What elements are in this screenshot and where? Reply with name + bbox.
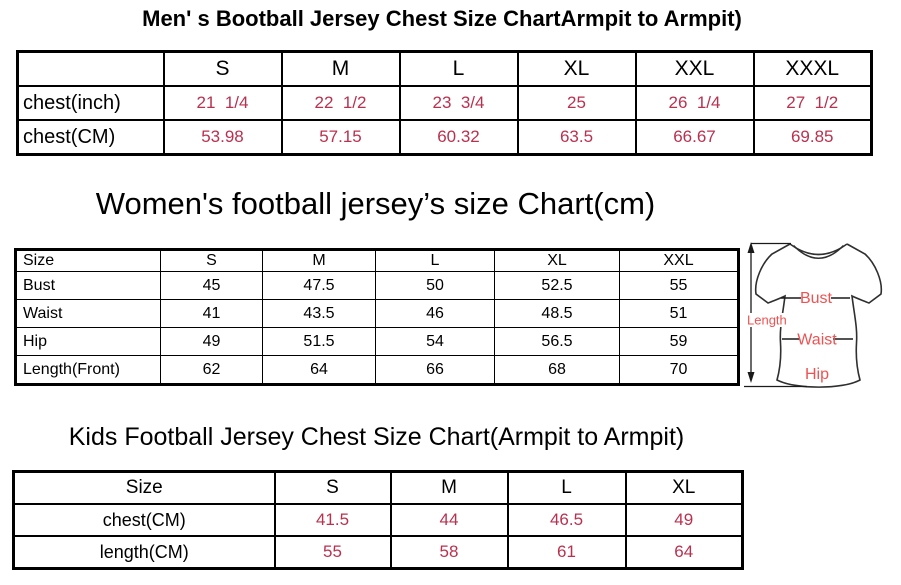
men-chart-title: Men' s Bootball Jersey Chest Size ChartA… xyxy=(142,6,742,31)
header-cell: XL xyxy=(516,50,637,87)
value-cell: 41 xyxy=(160,299,263,328)
row-label-cell: chest(inch) xyxy=(16,85,165,121)
value-cell: 70 xyxy=(619,355,739,385)
waist-label: Waist xyxy=(797,332,837,349)
value-cell: 53.98 xyxy=(162,119,283,156)
header-cell: Size xyxy=(15,249,161,272)
value-cell: 55 xyxy=(273,535,392,570)
value-cell: 66 xyxy=(375,355,495,385)
kids-size-table: Size S M L XL chest(CM) 41.5 44 46.5 49 … xyxy=(12,470,744,570)
value-cell: 54 xyxy=(375,327,495,356)
header-cell: XL xyxy=(624,470,744,505)
value-cell: 69.85 xyxy=(752,119,873,156)
value-cell: 41.5 xyxy=(273,503,392,537)
value-cell: 46.5 xyxy=(506,503,627,537)
value-cell: 21 1/4 xyxy=(162,85,283,121)
value-cell: 59 xyxy=(619,327,739,356)
value-cell: 51.5 xyxy=(262,327,376,356)
value-cell: 56.5 xyxy=(494,327,620,356)
row-label-cell: Hip xyxy=(15,327,161,356)
header-cell: M xyxy=(280,50,401,87)
header-cell: L xyxy=(375,249,495,272)
header-cell: XXL xyxy=(619,249,739,272)
value-cell: 44 xyxy=(389,503,509,537)
tshirt-measurement-diagram: Length Bust Waist Hip xyxy=(744,242,883,388)
value-cell: 43.5 xyxy=(262,299,376,328)
table-row: Bust 45 47.5 50 52.5 55 xyxy=(15,271,739,300)
table-header-row: S M L XL XXL XXXL xyxy=(16,50,873,87)
arrowheads xyxy=(747,242,755,383)
value-cell: 45 xyxy=(160,271,263,300)
value-cell: 23 3/4 xyxy=(398,85,519,121)
header-cell: S xyxy=(160,249,263,272)
table-row: chest(inch) 21 1/4 22 1/2 23 3/4 25 26 1… xyxy=(16,85,873,121)
value-cell: 55 xyxy=(619,271,739,300)
header-cell: M xyxy=(262,249,376,272)
value-cell: 22 1/2 xyxy=(280,85,401,121)
row-label-cell: Waist xyxy=(15,299,161,328)
value-cell: 26 1/4 xyxy=(634,85,755,121)
table-row: Length(Front) 62 64 66 68 70 xyxy=(15,355,739,385)
table-row: Waist 41 43.5 46 48.5 51 xyxy=(15,299,739,328)
measure-lines xyxy=(781,297,853,340)
row-label-cell: chest(CM) xyxy=(12,503,276,537)
value-cell: 61 xyxy=(506,535,627,570)
table-row: length(CM) 55 58 61 64 xyxy=(12,535,744,570)
header-cell: L xyxy=(398,50,519,87)
table-row: chest(CM) 41.5 44 46.5 49 xyxy=(12,503,744,537)
length-label-bg xyxy=(745,313,791,327)
value-cell: 68 xyxy=(494,355,620,385)
table-row: Hip 49 51.5 54 56.5 59 xyxy=(15,327,739,356)
men-size-table: S M L XL XXL XXXL chest(inch) 21 1/4 22 … xyxy=(16,50,873,156)
kids-chart-title: Kids Football Jersey Chest Size Chart(Ar… xyxy=(68,423,685,451)
row-label-cell: chest(CM) xyxy=(16,119,165,156)
value-cell: 62 xyxy=(160,355,263,385)
value-cell: 57.15 xyxy=(280,119,401,156)
table-row: chest(CM) 53.98 57.15 60.32 63.5 66.67 6… xyxy=(16,119,873,156)
women-chart-title: Women's football jersey’s size Chart(cm) xyxy=(95,186,656,221)
row-label-cell: Length(Front) xyxy=(15,355,161,385)
value-cell: 25 xyxy=(516,85,637,121)
value-cell: 66.67 xyxy=(634,119,755,156)
header-cell: XXXL xyxy=(752,50,873,87)
value-cell: 52.5 xyxy=(494,271,620,300)
women-size-table: Size S M L XL XXL Bust 45 47.5 50 52.5 5… xyxy=(14,248,740,386)
value-cell: 46 xyxy=(375,299,495,328)
header-cell: S xyxy=(162,50,283,87)
value-cell: 51 xyxy=(619,299,739,328)
header-cell xyxy=(16,50,165,87)
value-cell: 50 xyxy=(375,271,495,300)
header-cell: S xyxy=(273,470,392,505)
row-label-cell: Bust xyxy=(15,271,161,300)
value-cell: 63.5 xyxy=(516,119,637,156)
value-cell: 47.5 xyxy=(262,271,376,300)
value-cell: 49 xyxy=(160,327,263,356)
value-cell: 49 xyxy=(624,503,744,537)
value-cell: 60.32 xyxy=(398,119,519,156)
header-cell: XL xyxy=(494,249,620,272)
hip-label: Hip xyxy=(805,366,829,383)
length-label: Length xyxy=(747,313,787,328)
table-header-row: Size S M L XL XXL xyxy=(15,249,739,272)
bust-label: Bust xyxy=(800,290,833,307)
tshirt-outline-icon xyxy=(754,243,883,388)
value-cell: 64 xyxy=(262,355,376,385)
header-cell: XXL xyxy=(634,50,755,87)
value-cell: 27 1/2 xyxy=(752,85,873,121)
table-header-row: Size S M L XL xyxy=(12,470,744,505)
value-cell: 58 xyxy=(389,535,509,570)
value-cell: 64 xyxy=(624,535,744,570)
header-cell: L xyxy=(506,470,627,505)
header-cell: M xyxy=(389,470,509,505)
row-label-cell: length(CM) xyxy=(12,535,276,570)
header-cell: Size xyxy=(12,470,276,505)
value-cell: 48.5 xyxy=(494,299,620,328)
